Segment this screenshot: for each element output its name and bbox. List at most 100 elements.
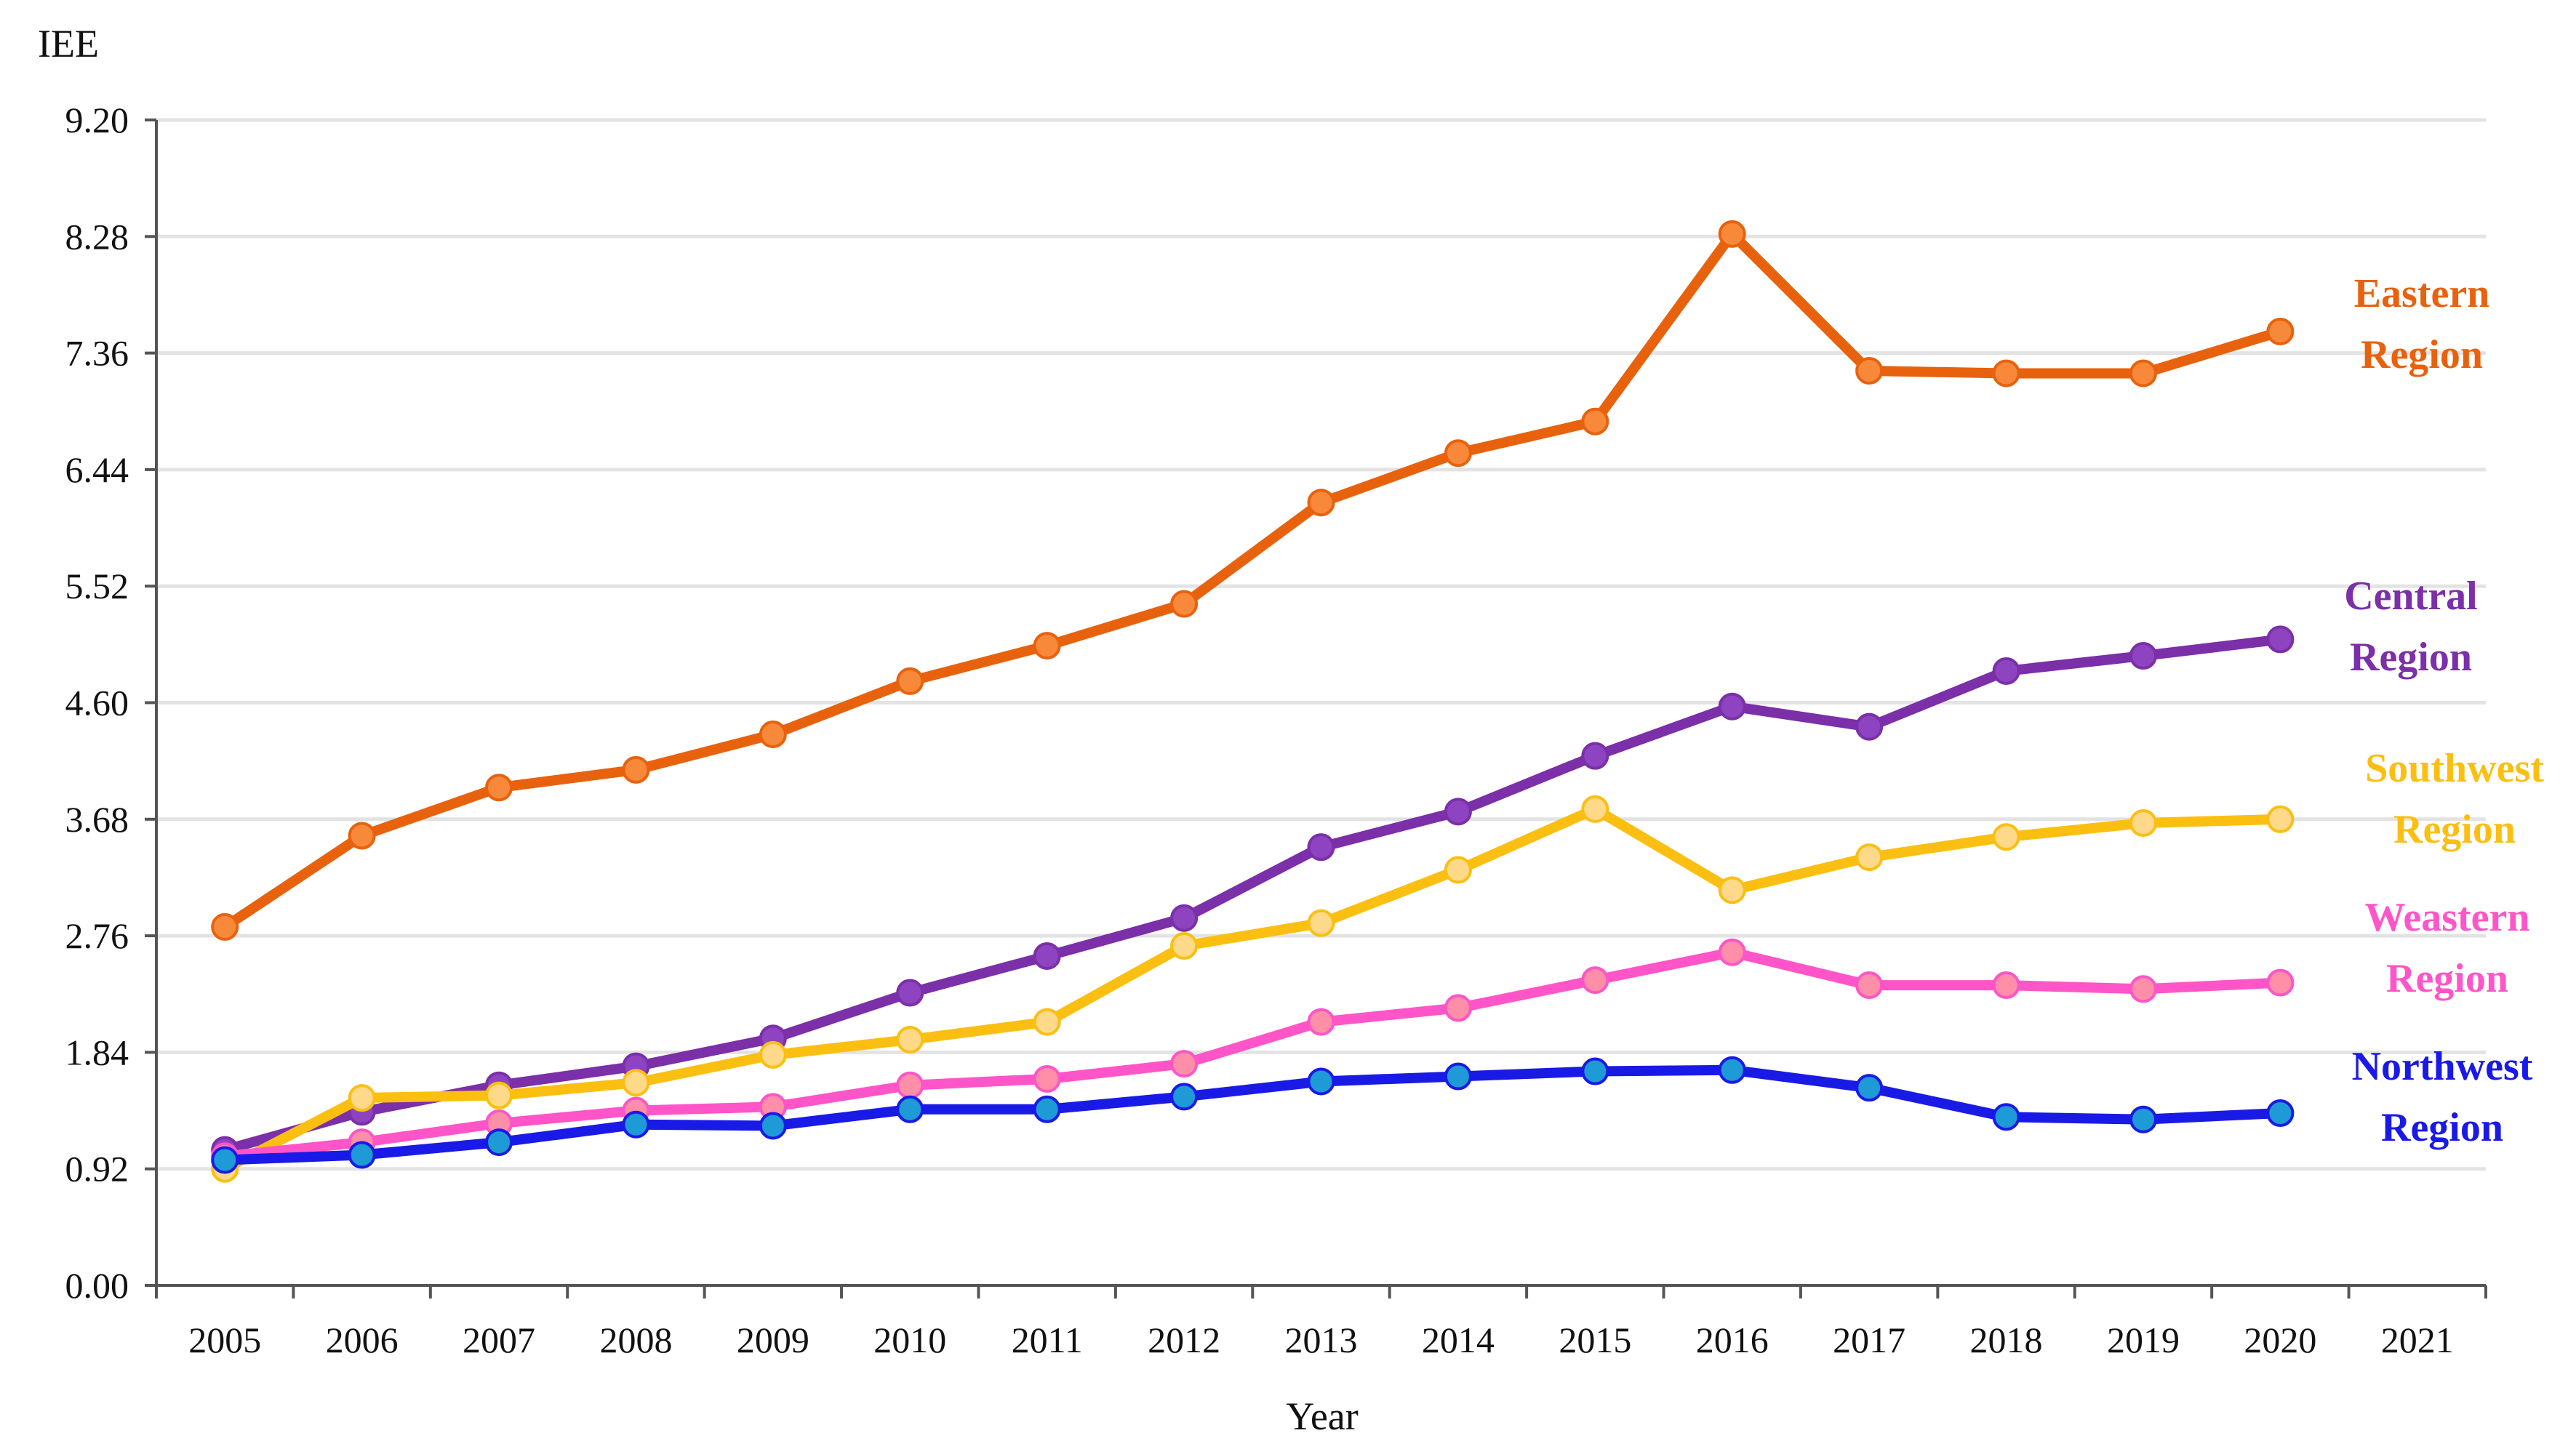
series-label-line: Weastern bbox=[2364, 895, 2529, 940]
series-label-line: Region bbox=[2361, 332, 2483, 377]
data-point bbox=[1170, 1083, 1199, 1111]
data-point bbox=[1307, 909, 1335, 937]
data-point bbox=[1992, 1103, 2020, 1131]
data-point bbox=[485, 1128, 513, 1157]
series-line-eastern-region bbox=[220, 228, 2286, 932]
data-point bbox=[2129, 359, 2157, 388]
data-point bbox=[2266, 1099, 2295, 1128]
data-point bbox=[759, 1112, 787, 1140]
data-point bbox=[1170, 932, 1199, 960]
data-point bbox=[1581, 742, 1609, 770]
tick-labels: 0.00 0.92 1.84 2.76 3.68 4.60 5.52 6.44 7.36 8.28… bbox=[65, 100, 2454, 1360]
y-axis-title: IEE bbox=[38, 22, 99, 65]
data-point bbox=[1855, 356, 1884, 385]
data-point bbox=[896, 1071, 924, 1099]
data-point bbox=[2129, 1105, 2157, 1133]
data-point bbox=[348, 1084, 376, 1112]
x-tick-label: 2011 bbox=[1012, 1320, 1083, 1360]
x-tick-label: 2013 bbox=[1285, 1320, 1358, 1360]
series-label-line: Southwest bbox=[2365, 746, 2544, 791]
data-point bbox=[1444, 994, 1472, 1022]
data-point bbox=[1444, 439, 1472, 467]
data-point bbox=[1033, 942, 1061, 970]
x-tick-label: 2008 bbox=[599, 1320, 672, 1360]
data-point bbox=[2266, 968, 2295, 997]
data-point bbox=[1444, 1062, 1472, 1091]
series-label: Southwest Region bbox=[2365, 746, 2544, 852]
data-point bbox=[896, 1095, 924, 1123]
series-line-weastern-region bbox=[220, 947, 2286, 1162]
series-northwest-region bbox=[211, 1056, 2295, 1174]
data-point bbox=[1033, 1008, 1061, 1036]
data-point bbox=[1581, 1057, 1609, 1085]
data-point bbox=[1307, 1067, 1335, 1096]
data-point bbox=[2129, 642, 2157, 670]
y-tick-label: 5.52 bbox=[65, 566, 129, 606]
series-labels: Eastern Region Central Region Southwest Regio… bbox=[2344, 271, 2544, 1150]
data-point bbox=[2266, 317, 2295, 345]
data-point bbox=[2129, 809, 2157, 838]
series-label-line: Central bbox=[2344, 574, 2478, 619]
series-label-line: Region bbox=[2381, 1105, 2503, 1150]
data-point bbox=[1307, 1008, 1335, 1036]
data-point bbox=[211, 1146, 239, 1174]
y-tick-label: 6.44 bbox=[65, 449, 129, 490]
data-point bbox=[1718, 876, 1746, 904]
data-point bbox=[1581, 407, 1609, 435]
data-point bbox=[1581, 966, 1609, 995]
series-label: Central Region bbox=[2344, 574, 2478, 680]
series-weastern-region bbox=[211, 938, 2295, 1171]
data-point bbox=[1718, 692, 1746, 721]
y-tick-label: 7.36 bbox=[65, 333, 129, 374]
data-point bbox=[1718, 220, 1746, 248]
data-point bbox=[1581, 795, 1609, 823]
data-point bbox=[896, 667, 924, 695]
y-tick-label: 4.60 bbox=[65, 683, 129, 723]
data-point bbox=[485, 774, 513, 802]
series-central-region bbox=[211, 625, 2295, 1164]
data-point bbox=[1992, 657, 2020, 685]
x-tick-label: 2019 bbox=[2107, 1320, 2180, 1360]
data-point bbox=[759, 1040, 787, 1069]
data-point bbox=[1307, 489, 1335, 517]
series-line-central-region bbox=[220, 634, 2286, 1155]
axes bbox=[145, 119, 2487, 1299]
series-line-southwest-region bbox=[220, 803, 2286, 1174]
data-point bbox=[2266, 625, 2295, 654]
x-tick-label: 2009 bbox=[737, 1320, 809, 1360]
x-tick-label: 2005 bbox=[188, 1320, 261, 1360]
y-tick-label: 1.84 bbox=[65, 1032, 129, 1072]
data-point bbox=[1855, 971, 1884, 1000]
series-label-line: Region bbox=[2393, 807, 2516, 852]
data-point bbox=[1992, 359, 2020, 388]
series-label: Northwest Region bbox=[2352, 1044, 2533, 1150]
data-point bbox=[1992, 971, 2020, 1000]
x-tick-label: 2010 bbox=[873, 1320, 946, 1360]
data-point bbox=[622, 1110, 650, 1139]
data-point bbox=[348, 822, 376, 850]
data-point bbox=[2129, 975, 2157, 1003]
data-point bbox=[2266, 805, 2295, 833]
data-point bbox=[896, 979, 924, 1007]
x-tick-label: 2006 bbox=[326, 1320, 399, 1360]
data-point bbox=[1444, 798, 1472, 826]
series-label-line: Region bbox=[2350, 635, 2472, 680]
x-axis-title: Year bbox=[1286, 1394, 1359, 1438]
data-point bbox=[1170, 1050, 1199, 1078]
data-point bbox=[1855, 713, 1884, 741]
x-tick-label: 2014 bbox=[1422, 1320, 1495, 1360]
y-tick-label: 0.92 bbox=[65, 1149, 129, 1189]
data-point bbox=[1718, 938, 1746, 966]
data-point bbox=[1718, 1056, 1746, 1084]
x-tick-label: 2016 bbox=[1696, 1320, 1769, 1360]
data-point bbox=[1307, 833, 1335, 862]
data-point bbox=[1855, 1074, 1884, 1102]
data-point bbox=[1170, 904, 1199, 932]
data-point bbox=[211, 912, 239, 941]
series-label: Eastern Region bbox=[2354, 271, 2490, 377]
x-tick-label: 2015 bbox=[1559, 1320, 1631, 1360]
data-point bbox=[1855, 843, 1884, 872]
series-label-line: Eastern bbox=[2354, 271, 2490, 316]
series-eastern-region bbox=[211, 220, 2295, 941]
